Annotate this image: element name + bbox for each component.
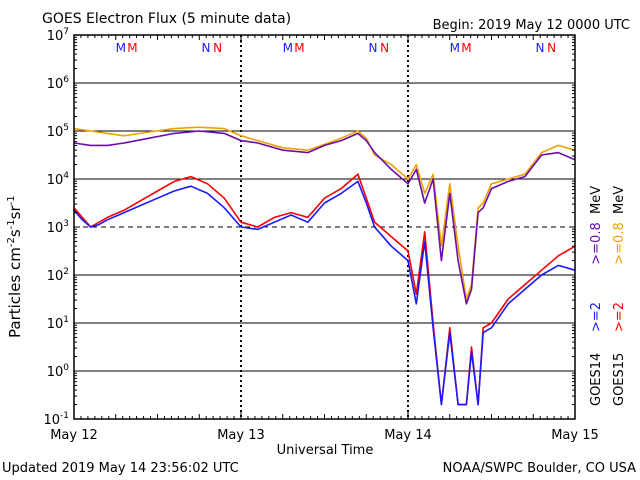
marker-label: N [380, 41, 389, 55]
marker-label: N [213, 41, 222, 55]
legend-line-2: GOES15 >=2 >=0.8 MeV [612, 186, 627, 406]
y-tick-label: 10-1 [43, 411, 69, 428]
x-tick-label: May 13 [217, 428, 265, 443]
marker-label: M [116, 41, 126, 55]
legend-mev-1: MeV [589, 185, 604, 214]
legend-goes14-08mev: >=0.8 [589, 222, 604, 265]
legend-goes15-08mev: >=0.8 [612, 222, 627, 265]
marker-label: N [201, 41, 210, 55]
legend-goes14: GOES14 [589, 352, 604, 406]
series-line-0 [73, 126, 576, 300]
marker-label: M [127, 41, 137, 55]
grid-layer [74, 35, 575, 419]
marker-label: M [294, 41, 304, 55]
legend-goes15: GOES15 [612, 352, 627, 406]
credit-text: NOAA/SWPC Boulder, CO USA [442, 461, 636, 476]
y-tick-label: 106 [47, 75, 70, 92]
x-tick-label: May 15 [551, 428, 599, 443]
legend-goes14-2mev: >=2 [589, 301, 604, 332]
chart-title: GOES Electron Flux (5 minute data) [42, 11, 292, 27]
begin-time: Begin: 2019 May 12 0000 UTC [432, 18, 630, 33]
marker-label: M [450, 41, 460, 55]
marker-label: N [535, 41, 544, 55]
series-line-3 [73, 180, 576, 406]
legend-mev-2: MeV [612, 185, 627, 214]
updated-timestamp: Updated 2019 May 14 23:56:02 UTC [2, 461, 239, 476]
y-tick-label: 102 [47, 267, 69, 284]
marker-label: N [368, 41, 377, 55]
x-axis-label: Universal Time [277, 443, 374, 458]
legend-line-1: GOES14 >=2 >=0.8 MeV [589, 186, 604, 406]
series-line-2 [73, 173, 576, 406]
series-layer [73, 126, 576, 406]
marker-label: M [283, 41, 293, 55]
y-tick-label: 104 [47, 171, 70, 188]
y-tick-label: 100 [47, 363, 70, 380]
y-axis-label: Particles cm-2s-1sr-1 [6, 195, 24, 338]
y-tick-label: 103 [47, 219, 69, 236]
x-tick-label: May 12 [50, 428, 98, 443]
legend-goes15-2mev: >=2 [612, 301, 627, 332]
marker-label: N [547, 41, 556, 55]
y-tick-label: 105 [47, 123, 69, 140]
x-tick-label: May 14 [384, 428, 432, 443]
series-line-1 [73, 130, 576, 305]
y-tick-label: 107 [47, 27, 69, 44]
y-tick-label: 101 [47, 315, 69, 332]
marker-label: M [461, 41, 471, 55]
